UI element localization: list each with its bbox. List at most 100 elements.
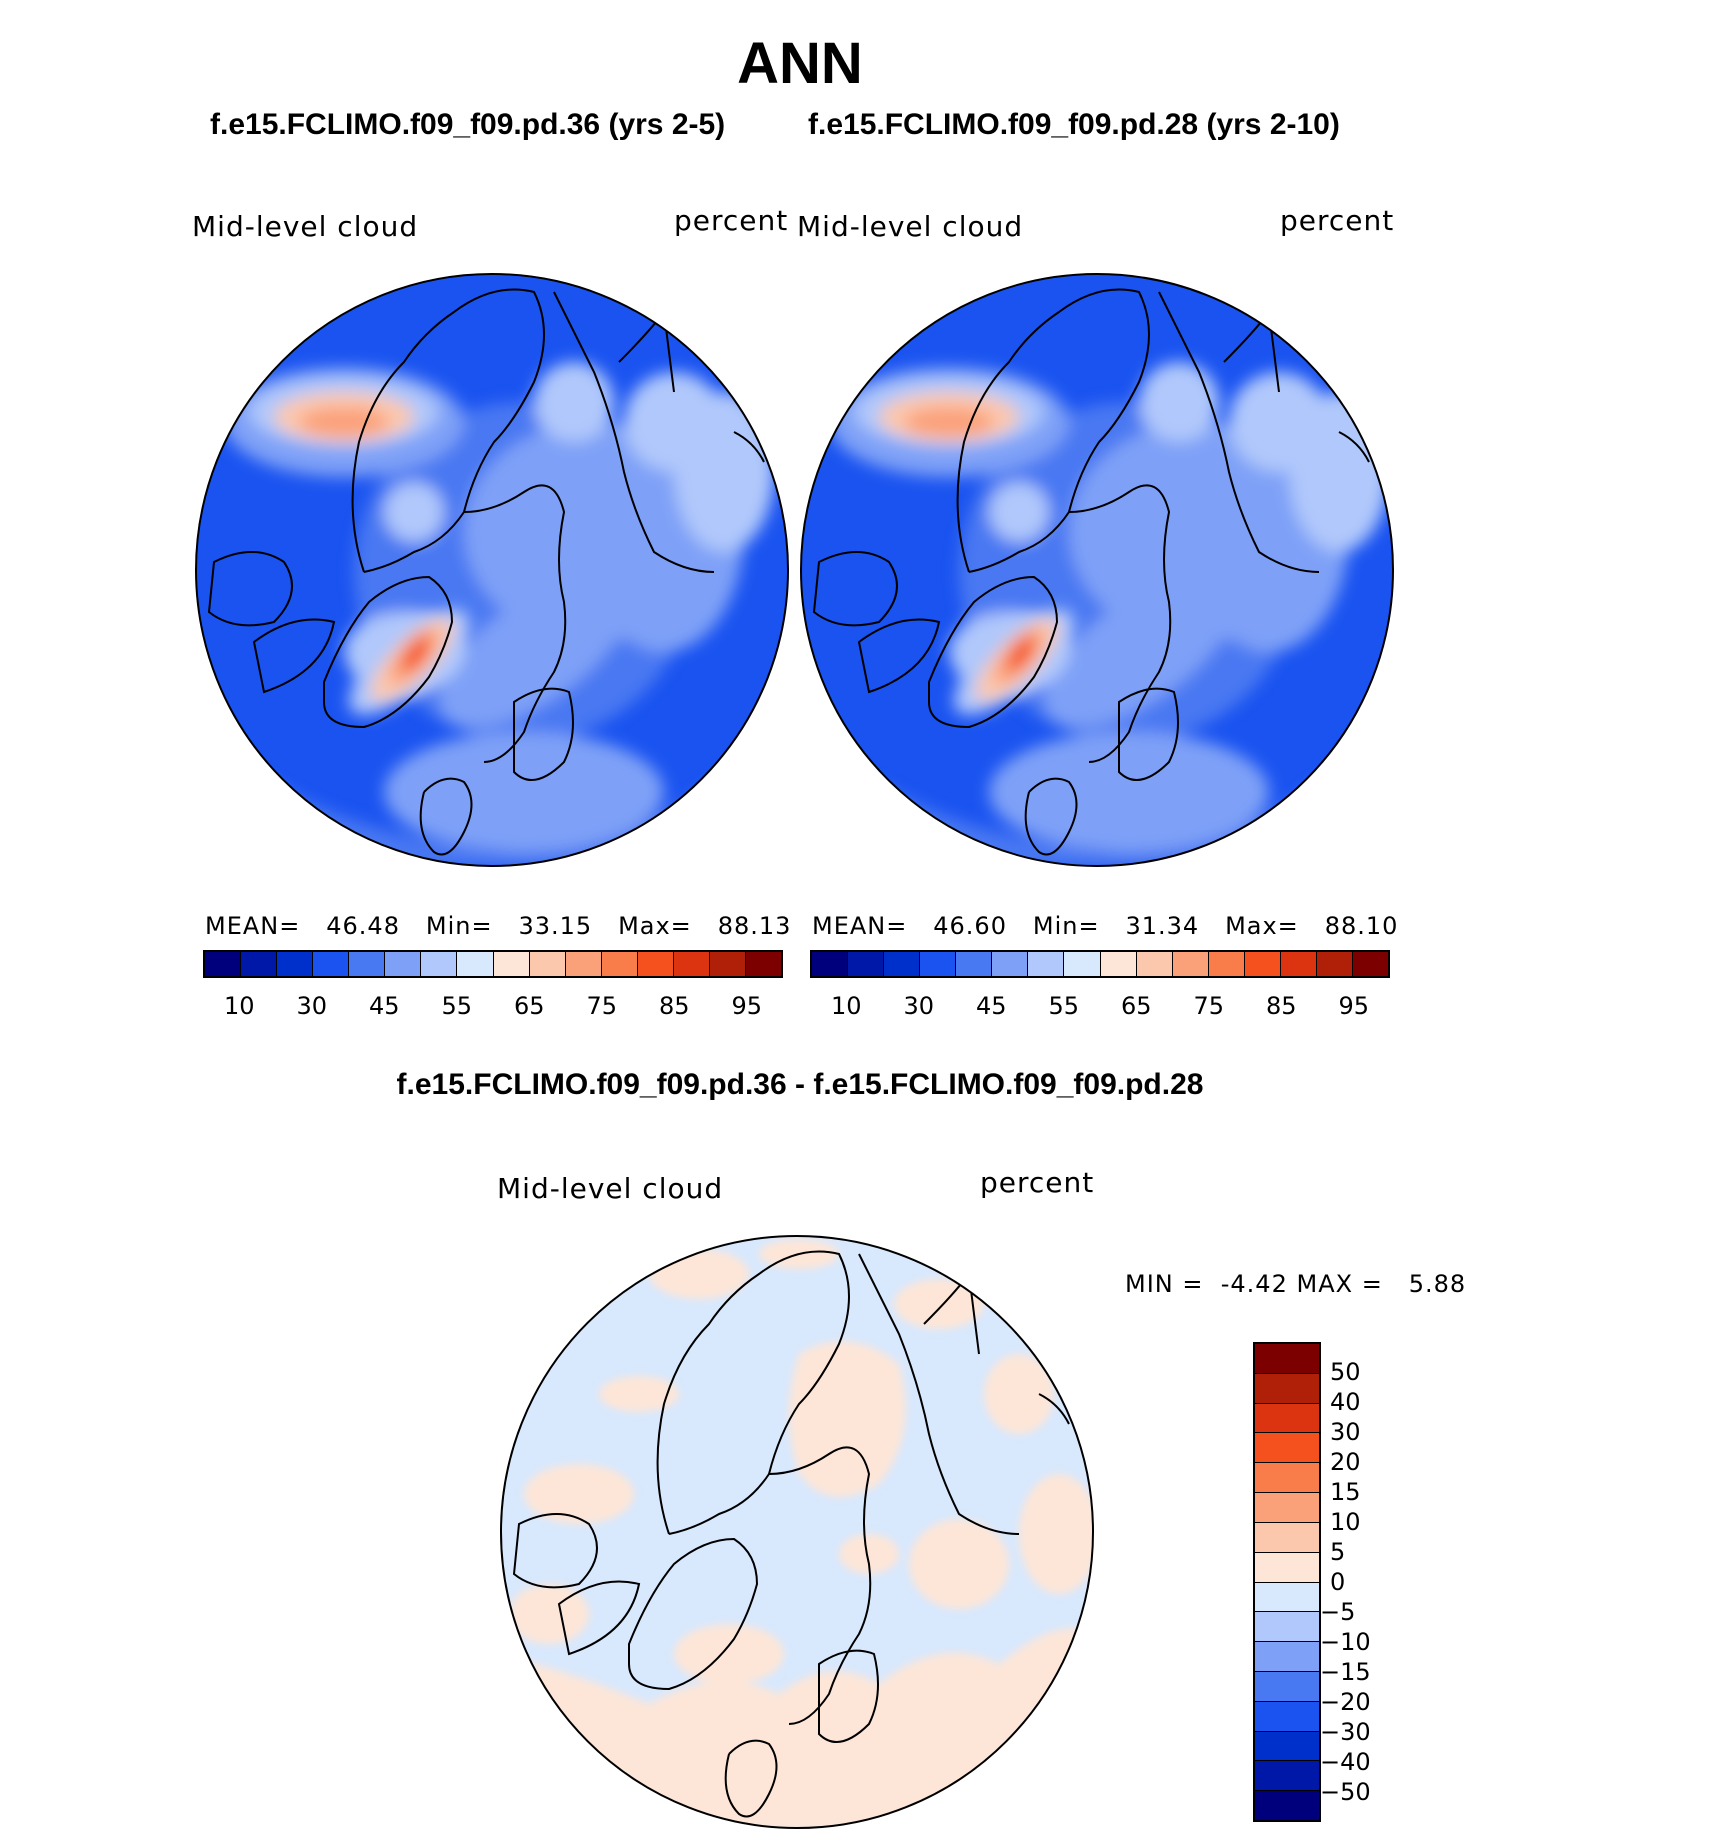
panel2-min-label: Min= xyxy=(1032,912,1100,940)
panel2-colorbar-swatch xyxy=(884,952,921,976)
diff-colorbar-swatch xyxy=(1255,1612,1319,1643)
panel2-min-value: 31.34 xyxy=(1125,912,1200,940)
panel2-colorbar-swatch xyxy=(920,952,957,976)
panel2-mean-label: MEAN= xyxy=(812,912,908,940)
panel1-colorbar-swatch xyxy=(349,952,386,976)
panel2-colorbar-swatch xyxy=(1244,952,1281,976)
panel2-colorbar-tick-label: 65 xyxy=(1120,992,1152,1020)
panel1-colorbar-swatch xyxy=(493,952,530,976)
panel2-colorbar-swatch xyxy=(848,952,885,976)
diff-max-label: MAX = xyxy=(1296,1270,1383,1298)
panel1-min-value: 33.15 xyxy=(518,912,593,940)
panel2-colorbar-swatch xyxy=(1100,952,1137,976)
panel1-mean-value: 46.48 xyxy=(326,912,400,940)
diff-colorbar-tick-label: −20 xyxy=(1320,1688,1371,1716)
panel2-colorbar-swatch xyxy=(1280,952,1317,976)
panel1-colorbar-tick-label: 95 xyxy=(731,992,763,1020)
diff-colorbar-tick-label: 30 xyxy=(1330,1418,1361,1446)
panel1-colorbar-swatch xyxy=(385,952,422,976)
diff-colorbar-tick-label: 40 xyxy=(1330,1388,1361,1416)
panel1-greenland-outline xyxy=(323,575,454,729)
panel1-colorbar-tick-label: 85 xyxy=(658,992,690,1020)
diff-colorbar-tick-label: −5 xyxy=(1320,1598,1356,1626)
diff-colorbar-tick-label: −30 xyxy=(1320,1718,1371,1746)
diff-colorbar-swatch xyxy=(1255,1493,1319,1523)
diff-colorbar-tick-label: −15 xyxy=(1320,1658,1371,1686)
panel2-variable-label: Mid-level cloud xyxy=(797,210,1024,243)
diff-colorbar-swatch xyxy=(1255,1522,1319,1553)
panel1-colorbar-swatch xyxy=(709,952,746,976)
panel2-colorbar-swatch xyxy=(1316,952,1353,976)
diff-colorbar xyxy=(1253,1342,1321,1822)
diff-colorbar-tick-label: 50 xyxy=(1330,1358,1361,1386)
panel1-colorbar-swatch xyxy=(745,952,781,976)
diff-variable-label: Mid-level cloud xyxy=(497,1172,724,1205)
panel2-colorbar-tick-label: 85 xyxy=(1265,992,1297,1020)
panel2-colorbar-swatch xyxy=(1352,952,1388,976)
panel2-colorbar-tick-label: 45 xyxy=(975,992,1007,1020)
diff-colorbar-swatch xyxy=(1255,1761,1319,1792)
diff-colorbar-tick-label: 15 xyxy=(1330,1478,1361,1506)
panel1-colorbar-tick-label: 30 xyxy=(296,992,328,1020)
panel2-colorbar-tick-label: 10 xyxy=(830,992,862,1020)
panel2-colorbar-tick-label: 95 xyxy=(1338,992,1370,1020)
diff-colorbar-tick-label: 10 xyxy=(1330,1508,1361,1536)
panel2-colorbar-tick-label: 75 xyxy=(1193,992,1225,1020)
panel2-colorbar-swatch xyxy=(1208,952,1245,976)
season-title: ANN xyxy=(737,31,863,96)
panel1-stats: MEAN= 46.48 Min= 33.15 Max= 88.13 xyxy=(205,912,791,940)
panel2-polar-map xyxy=(800,273,1394,867)
diff-colorbar-tick-label: −40 xyxy=(1320,1748,1371,1776)
panel2-colorbar-swatch xyxy=(956,952,993,976)
panel1-colorbar-swatch xyxy=(673,952,710,976)
diff-stats: MIN = -4.42 MAX = 5.88 xyxy=(1125,1270,1466,1298)
panel1-mean-label: MEAN= xyxy=(205,912,301,940)
diff-colorbar-swatch xyxy=(1255,1642,1319,1672)
panel1-colorbar-swatch xyxy=(637,952,674,976)
panel2-colorbar xyxy=(810,950,1390,978)
diff-colorbar-tick-label: −50 xyxy=(1320,1778,1371,1806)
diff-min-label: MIN = xyxy=(1125,1270,1204,1298)
panel2-colorbar-tick-label: 55 xyxy=(1048,992,1080,1020)
panel1-units-label: percent xyxy=(674,204,789,237)
panel1-colorbar xyxy=(203,950,783,978)
diff-colorbar-ticks: 50 40 30 20 15 10 5 0 −5 −10 −15 −20 −30 −40 −50 xyxy=(1320,1342,1430,1822)
panel1-colorbar-swatch xyxy=(601,952,638,976)
diff-colorbar-tick-label: −10 xyxy=(1320,1628,1371,1656)
panel1-colorbar-swatch xyxy=(457,952,494,976)
panel2-stats: MEAN= 46.60 Min= 31.34 Max= 88.10 xyxy=(812,912,1398,940)
panel1-colorbar-swatch xyxy=(421,952,458,976)
panel1-map-border xyxy=(195,273,789,867)
panel1-max-value: 88.13 xyxy=(717,912,792,940)
panel2-colorbar-swatch xyxy=(1172,952,1209,976)
diff-colorbar-swatch xyxy=(1255,1671,1319,1702)
panel1-colorbar-tick-label: 75 xyxy=(586,992,618,1020)
panel1-polar-map xyxy=(195,273,789,867)
difference-polar-map xyxy=(500,1235,1094,1829)
panel2-max-value: 88.10 xyxy=(1324,912,1399,940)
panel1-variable-label: Mid-level cloud xyxy=(192,210,419,243)
panel2-max-label: Max= xyxy=(1225,912,1299,940)
diff-colorbar-swatch xyxy=(1255,1463,1319,1494)
diff-min-value: -4.42 xyxy=(1220,1270,1288,1298)
panel1-colorbar-swatch xyxy=(313,952,350,976)
panel2-colorbar-swatch xyxy=(812,952,849,976)
difference-title: f.e15.FCLIMO.f09_f09.pd.36 - f.e15.FCLIM… xyxy=(396,1068,1204,1101)
case1-title: f.e15.FCLIMO.f09_f09.pd.36 (yrs 2-5) xyxy=(210,108,726,141)
diff-colorbar-swatch xyxy=(1255,1552,1319,1583)
diff-colorbar-swatch xyxy=(1255,1403,1319,1434)
diff-colorbar-tick-label: 20 xyxy=(1330,1448,1361,1476)
diff-colorbar-swatch xyxy=(1255,1433,1319,1464)
panel2-colorbar-swatch xyxy=(1064,952,1101,976)
diff-units-label: percent xyxy=(980,1166,1095,1199)
panel2-colorbar-tick-label: 30 xyxy=(903,992,935,1020)
panel2-map-border xyxy=(800,273,1394,867)
panel2-colorbar-swatch xyxy=(1028,952,1065,976)
diff-colorbar-swatch xyxy=(1255,1373,1319,1404)
panel2-greenland-outline xyxy=(928,575,1059,729)
panel2-colorbar-swatch xyxy=(992,952,1029,976)
diff-greenland-outline xyxy=(628,1537,759,1691)
panel2-units-label: percent xyxy=(1280,204,1395,237)
diff-colorbar-tick-label: 0 xyxy=(1330,1568,1346,1596)
panel1-max-label: Max= xyxy=(618,912,692,940)
